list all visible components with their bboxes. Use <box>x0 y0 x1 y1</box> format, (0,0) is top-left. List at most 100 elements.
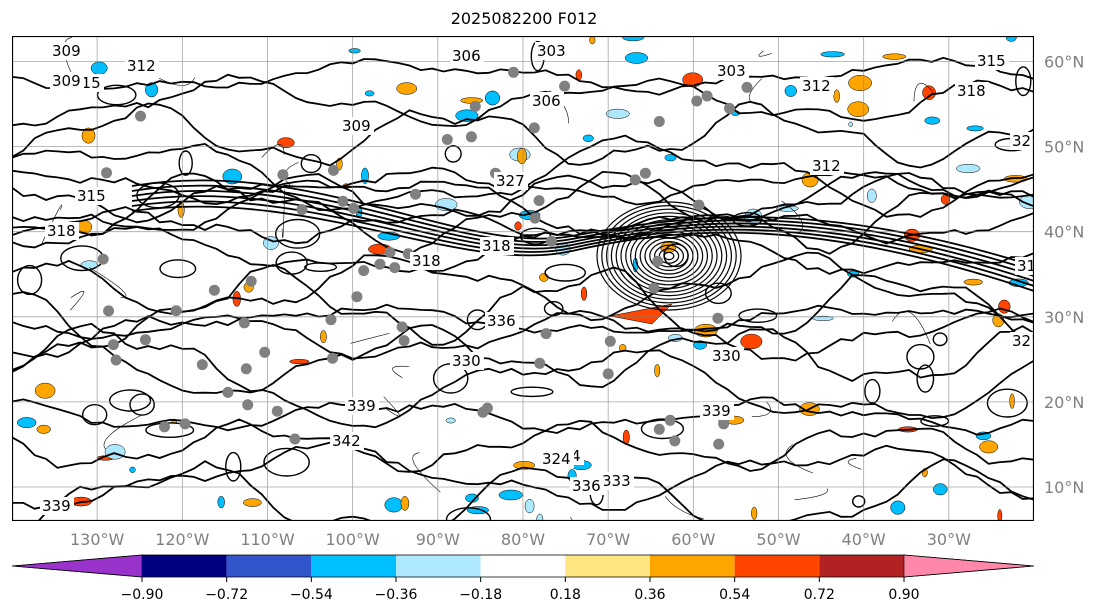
shaded-region <box>605 108 630 119</box>
axis-labels: 60°N 50°N 40°N 30°N 20°N 10°N 130°W 120°W 110°W… <box>70 53 1084 549</box>
coastline <box>412 452 441 493</box>
shaded-region <box>513 461 536 470</box>
contour-label: 309 <box>342 117 371 135</box>
contour-loop <box>738 308 778 324</box>
marker-layer <box>97 62 753 450</box>
contour-line <box>131 179 1034 267</box>
colorbar-extend-low <box>11 554 143 578</box>
coastline <box>570 516 573 521</box>
coastline <box>70 290 85 311</box>
contour-loop <box>275 251 308 275</box>
colorbar-extend-high <box>903 554 1035 578</box>
contour-label: 339 <box>42 497 71 515</box>
station-marker <box>469 100 481 112</box>
contour-loop <box>300 153 322 174</box>
contour-label: 321 <box>1012 332 1034 350</box>
shaded-region <box>320 330 327 344</box>
cyclone-contour <box>639 233 699 279</box>
colorbar-segments <box>11 554 1035 578</box>
station-marker <box>629 174 641 186</box>
station-marker <box>664 414 676 426</box>
cyclone-contour <box>653 244 684 268</box>
station-marker <box>103 305 115 317</box>
coastline <box>350 333 390 344</box>
contour-label-bg <box>955 82 989 100</box>
station-marker <box>481 402 493 414</box>
longitude-label: 130°W <box>70 530 125 549</box>
station-marker <box>540 328 552 340</box>
station-marker <box>271 405 283 417</box>
station-marker <box>701 90 713 102</box>
colorbar-segment <box>226 555 312 577</box>
contour-label: 342 <box>332 432 361 450</box>
shaded-region <box>524 498 535 514</box>
coastline <box>392 365 410 378</box>
longitude-label: 50°W <box>756 530 800 549</box>
contour-label-bg <box>700 402 734 420</box>
station-marker <box>691 95 703 107</box>
coastline <box>758 50 772 57</box>
shaded-region <box>484 90 501 106</box>
station-marker <box>398 335 410 347</box>
shaded-region <box>956 163 981 174</box>
shaded-region <box>580 286 588 301</box>
colorbar-ticks: −0.90 −0.72 −0.54 −0.36 −0.18 0.18 0.36 0.54 0.7… <box>121 577 920 603</box>
contour-label-bg <box>600 472 634 490</box>
contour-label: 330 <box>452 352 481 370</box>
shaded-region <box>890 500 906 515</box>
contour-loop <box>663 243 689 268</box>
longitude-labels: 130°W 120°W 110°W 100°W 90°W 80°W 70°W 60°W 50°W… <box>70 530 971 549</box>
station-marker <box>110 354 122 366</box>
station-marker <box>639 167 651 179</box>
shaded-region <box>966 125 984 132</box>
colorbar-segment <box>311 555 396 577</box>
station-marker <box>384 246 396 258</box>
colorbar-tick-label: −0.18 <box>459 587 502 603</box>
contour-loop <box>1015 66 1032 97</box>
colorbar: −0.90 −0.72 −0.54 −0.36 −0.18 0.18 0.36 0.54 0.7… <box>11 554 1035 603</box>
colorbar-tick-label: 0.90 <box>888 587 919 603</box>
contour-loop <box>916 364 935 393</box>
colorbar-tick-label: −0.90 <box>121 587 164 603</box>
coastline <box>89 267 127 298</box>
station-marker <box>528 122 540 134</box>
cyclone-contour <box>601 205 737 308</box>
contour-loop <box>145 422 195 438</box>
contour-loop <box>906 343 935 370</box>
contour-label: 327 <box>496 172 525 190</box>
shaded-region <box>664 154 677 162</box>
shaded-region <box>624 52 649 64</box>
contour-label: 309 <box>52 72 81 90</box>
station-marker <box>208 284 220 296</box>
shaded-region <box>217 495 225 509</box>
latitude-label: 10°N <box>1044 478 1084 497</box>
colorbar-tick-label: −0.54 <box>290 587 333 603</box>
coastline <box>281 189 285 238</box>
contour-label: 309 <box>52 42 81 60</box>
station-marker <box>653 423 665 435</box>
shaded-region <box>654 364 661 378</box>
cyclone-contour <box>596 201 742 311</box>
colorbar-tick-label: −0.72 <box>205 587 248 603</box>
cyclone-contour <box>605 208 732 304</box>
station-marker <box>465 131 477 143</box>
shaded-region <box>289 359 310 365</box>
contour-label: 306 <box>532 92 561 110</box>
longitude-label: 120°W <box>155 530 210 549</box>
contour-label-bg <box>494 172 528 190</box>
station-marker <box>159 421 170 433</box>
contour-label: 321 <box>1012 132 1034 150</box>
shaded-region <box>997 509 1003 521</box>
station-marker <box>653 116 665 127</box>
longitude-label: 40°W <box>842 530 886 549</box>
shaded-region <box>517 148 527 165</box>
station-marker <box>534 357 546 369</box>
station-marker <box>101 167 112 179</box>
contour-label: 333 <box>602 472 631 490</box>
contour-label-bg <box>800 77 834 95</box>
station-marker <box>289 433 301 445</box>
shaded-region <box>924 116 941 125</box>
station-marker <box>533 195 545 207</box>
contour-loop <box>640 418 685 440</box>
